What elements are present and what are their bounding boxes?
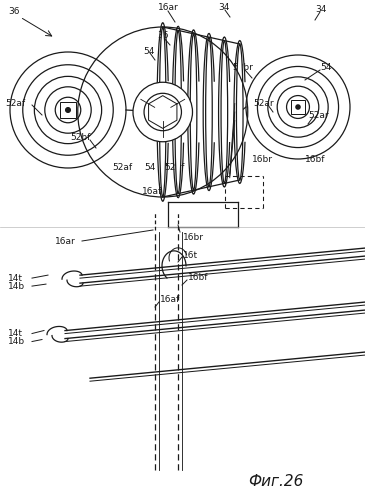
- Text: 16bf: 16bf: [188, 274, 208, 282]
- Circle shape: [66, 108, 70, 112]
- Text: 16t: 16t: [183, 250, 198, 260]
- Text: Фиг.26: Фиг.26: [248, 474, 303, 490]
- Text: 14b: 14b: [8, 337, 25, 346]
- Circle shape: [296, 105, 300, 109]
- Text: 54: 54: [143, 48, 154, 56]
- Text: 16af: 16af: [160, 296, 180, 304]
- Text: 14t: 14t: [8, 274, 23, 282]
- Text: 54: 54: [320, 64, 331, 72]
- Text: 16ar: 16ar: [55, 238, 76, 246]
- Ellipse shape: [221, 40, 228, 184]
- Text: 52bf: 52bf: [70, 134, 91, 142]
- Text: 16br: 16br: [252, 156, 273, 164]
- Text: 14t: 14t: [8, 329, 23, 338]
- Ellipse shape: [160, 27, 166, 197]
- Ellipse shape: [190, 34, 197, 190]
- Circle shape: [133, 82, 192, 142]
- Ellipse shape: [237, 44, 243, 180]
- Text: 52br: 52br: [232, 64, 253, 72]
- Text: 52bf: 52bf: [164, 164, 184, 172]
- Text: 14b: 14b: [8, 282, 25, 290]
- Bar: [291, 100, 305, 114]
- Text: 52af: 52af: [5, 98, 25, 108]
- Circle shape: [144, 94, 181, 130]
- Text: 52af: 52af: [112, 164, 132, 172]
- Text: 36: 36: [157, 32, 169, 40]
- Ellipse shape: [205, 37, 212, 187]
- Bar: [61, 102, 76, 118]
- Text: 16bf: 16bf: [305, 156, 326, 164]
- Ellipse shape: [175, 30, 181, 194]
- Text: 16ar: 16ar: [158, 4, 178, 13]
- Text: 52ar: 52ar: [308, 110, 328, 120]
- Text: 34: 34: [315, 6, 326, 15]
- Text: 34: 34: [218, 4, 229, 13]
- Text: 16br: 16br: [183, 234, 204, 242]
- Text: 52ar: 52ar: [253, 98, 274, 108]
- Text: 36: 36: [8, 8, 19, 16]
- Text: 16af: 16af: [142, 188, 162, 196]
- Text: 54: 54: [144, 164, 155, 172]
